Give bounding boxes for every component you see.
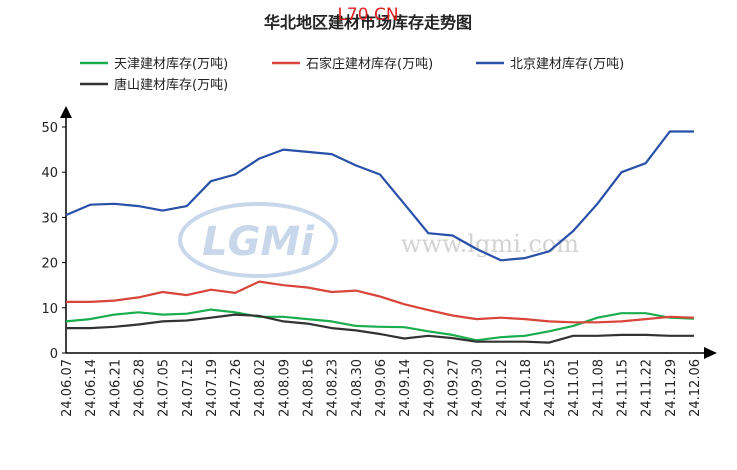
series-line: [65, 308, 695, 342]
x-tick-label: 24.10.12: [495, 359, 510, 417]
x-tick-label: 24.12.06: [688, 359, 703, 417]
x-tick-label: 24.09.20: [422, 359, 437, 417]
x-axis-arrow: [704, 347, 717, 359]
x-tick-label: 24.08.02: [253, 359, 268, 417]
x-tick-label: 24.11.01: [567, 359, 582, 417]
series-line: [66, 313, 694, 344]
x-tick-label: 24.07.12: [181, 359, 196, 417]
x-tick-label: 24.11.29: [664, 359, 679, 417]
x-tick-label: 24.06.21: [108, 359, 123, 417]
y-axis-arrow: [60, 106, 72, 118]
x-tick-label: 24.06.07: [60, 359, 75, 417]
legend-label: 石家庄建材库存(万吨): [306, 56, 433, 72]
x-tick-label: 24.07.26: [229, 359, 244, 417]
x-tick-label: 24.06.28: [132, 359, 147, 417]
y-tick-label: 20: [41, 257, 58, 272]
x-tick-label: 24.08.23: [326, 359, 341, 417]
x-tick-label: 24.11.15: [616, 359, 631, 417]
y-tick-label: 50: [41, 121, 58, 136]
x-tick-label: 24.09.27: [446, 359, 461, 417]
watermark: L70.CN: [337, 5, 398, 25]
x-tick-label: 24.11.22: [640, 359, 655, 417]
series-line: [66, 280, 695, 324]
x-tick-label: 24.10.18: [519, 359, 534, 417]
x-tick-label: 24.08.30: [350, 359, 365, 417]
y-tick-label: 10: [41, 302, 58, 317]
x-tick-label: 24.07.19: [205, 359, 220, 417]
x-tick-label: 24.09.14: [398, 359, 413, 417]
legend-label: 天津建材库存(万吨): [114, 56, 228, 72]
chart-title: 华北地区建材市场库存走势图: [264, 13, 472, 32]
x-tick-label: 24.06.14: [84, 359, 99, 417]
x-tick-label: 24.11.08: [591, 359, 606, 417]
series-line: [65, 130, 694, 262]
x-tick-label: 24.08.09: [277, 359, 292, 417]
legend-label: 唐山建材库存(万吨): [114, 77, 228, 93]
logo-ring: [178, 202, 338, 278]
watermark: www.lgmi.com: [401, 230, 579, 258]
legend-label: 北京建材库存(万吨): [510, 56, 624, 72]
y-tick-label: 0: [50, 347, 58, 362]
x-tick-label: 24.09.06: [374, 359, 389, 417]
watermark: LGMi: [202, 219, 315, 265]
y-tick-label: 40: [41, 166, 58, 181]
x-tick-label: 24.08.16: [302, 359, 317, 417]
x-tick-label: 24.09.30: [471, 359, 486, 417]
y-tick-label: 30: [41, 211, 58, 226]
x-tick-label: 24.07.05: [157, 359, 172, 417]
x-tick-label: 24.10.25: [543, 359, 558, 417]
